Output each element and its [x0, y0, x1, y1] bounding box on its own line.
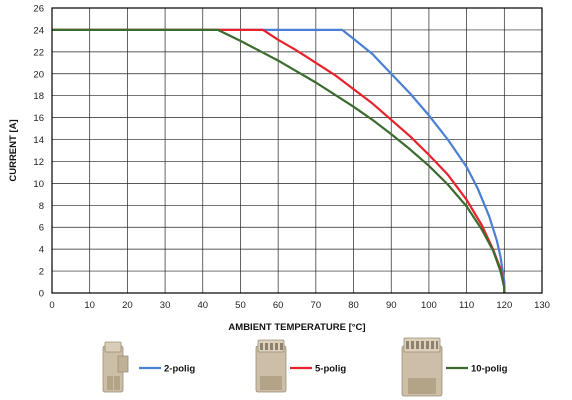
y-tick-label: 14 [33, 135, 44, 146]
y-axis-title: CURRENT [A] [8, 119, 19, 181]
y-tick-label: 16 [33, 113, 44, 124]
connector-5-polig-image [255, 339, 287, 393]
x-tick-label: 80 [348, 300, 359, 311]
x-tick-label: 70 [311, 300, 322, 311]
x-tick-label: 10 [84, 300, 95, 311]
connector-2-polig-image [102, 341, 129, 393]
x-tick-label: 50 [235, 300, 246, 311]
x-tick-labels: 0 10 20 30 40 50 60 70 80 90 100 110 120 130 [49, 300, 550, 311]
x-tick-label: 30 [160, 300, 171, 311]
y-tick-label: 0 [39, 289, 44, 300]
y-tick-label: 4 [39, 245, 44, 256]
x-tick-label: 60 [273, 300, 284, 311]
connector-10-polig-image [401, 337, 443, 397]
legend-label-10-polig: 10-polig [471, 364, 508, 375]
x-tick-label: 20 [122, 300, 133, 311]
y-tick-label: 8 [39, 201, 44, 212]
y-tick-label: 22 [33, 47, 44, 58]
x-tick-label: 0 [49, 300, 54, 311]
y-tick-label: 18 [33, 91, 44, 102]
x-tick-label: 120 [496, 300, 512, 311]
y-tick-label: 20 [33, 69, 44, 80]
y-tick-label: 6 [39, 223, 44, 234]
series-line-10-polig [52, 28, 506, 293]
x-tick-label: 130 [534, 300, 550, 311]
x-tick-label: 40 [197, 300, 208, 311]
legend-label-5-polig: 5-polig [315, 364, 346, 375]
y-tick-label: 26 [33, 4, 44, 15]
plot-frame [51, 7, 543, 294]
y-tick-label: 10 [33, 179, 44, 190]
x-axis-title: AMBIENT TEMPERATURE [°C] [228, 322, 365, 333]
x-tick-label: 110 [459, 300, 474, 311]
series-line-2-polig [52, 28, 506, 293]
curves [52, 28, 506, 293]
x-tick-label: 100 [421, 300, 437, 311]
y-tick-label: 2 [39, 267, 44, 278]
legend-label-2-polig: 2-polig [164, 364, 195, 375]
y-tick-label: 12 [33, 157, 44, 168]
legend: 2-polig 5-polig 10-polig [102, 337, 508, 397]
y-tick-label: 24 [33, 25, 44, 36]
x-tick-label: 90 [386, 300, 397, 311]
